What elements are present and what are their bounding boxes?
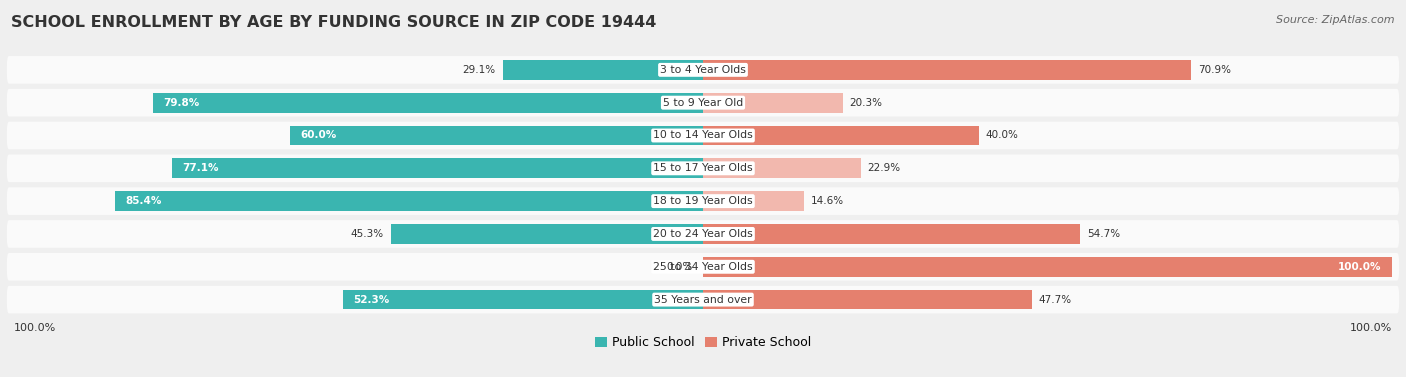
FancyBboxPatch shape: [7, 286, 1399, 313]
Text: 35 Years and over: 35 Years and over: [654, 294, 752, 305]
Bar: [391, 224, 703, 244]
Text: 85.4%: 85.4%: [125, 196, 162, 206]
Text: Source: ZipAtlas.com: Source: ZipAtlas.com: [1277, 15, 1395, 25]
Text: 5 to 9 Year Old: 5 to 9 Year Old: [662, 98, 744, 108]
Text: 22.9%: 22.9%: [868, 163, 901, 173]
Text: 77.1%: 77.1%: [183, 163, 219, 173]
Text: 54.7%: 54.7%: [1087, 229, 1119, 239]
FancyBboxPatch shape: [7, 122, 1399, 149]
Bar: [502, 60, 703, 80]
Text: 20 to 24 Year Olds: 20 to 24 Year Olds: [654, 229, 752, 239]
Text: 29.1%: 29.1%: [463, 65, 496, 75]
Text: 3 to 4 Year Olds: 3 to 4 Year Olds: [659, 65, 747, 75]
Text: 100.0%: 100.0%: [1339, 262, 1382, 272]
Bar: [703, 60, 1191, 80]
FancyBboxPatch shape: [7, 56, 1399, 84]
Text: 20.3%: 20.3%: [849, 98, 883, 108]
Text: 45.3%: 45.3%: [352, 229, 384, 239]
Text: 40.0%: 40.0%: [986, 130, 1018, 141]
Text: 70.9%: 70.9%: [1198, 65, 1232, 75]
Bar: [115, 191, 703, 211]
Text: 100.0%: 100.0%: [1350, 323, 1392, 333]
Text: 0.0%: 0.0%: [666, 262, 693, 272]
Bar: [703, 93, 842, 112]
Bar: [172, 158, 703, 178]
Text: SCHOOL ENROLLMENT BY AGE BY FUNDING SOURCE IN ZIP CODE 19444: SCHOOL ENROLLMENT BY AGE BY FUNDING SOUR…: [11, 15, 657, 30]
Bar: [703, 290, 1032, 310]
Text: 10 to 14 Year Olds: 10 to 14 Year Olds: [654, 130, 752, 141]
Legend: Public School, Private School: Public School, Private School: [589, 331, 817, 354]
FancyBboxPatch shape: [7, 220, 1399, 248]
Text: 25 to 34 Year Olds: 25 to 34 Year Olds: [654, 262, 752, 272]
Bar: [703, 224, 1080, 244]
Bar: [290, 126, 703, 146]
Text: 52.3%: 52.3%: [353, 294, 389, 305]
FancyBboxPatch shape: [7, 253, 1399, 280]
Bar: [703, 191, 804, 211]
Bar: [153, 93, 703, 112]
Bar: [703, 126, 979, 146]
Text: 79.8%: 79.8%: [163, 98, 200, 108]
FancyBboxPatch shape: [7, 89, 1399, 116]
Bar: [703, 158, 860, 178]
Text: 18 to 19 Year Olds: 18 to 19 Year Olds: [654, 196, 752, 206]
Text: 14.6%: 14.6%: [810, 196, 844, 206]
Text: 60.0%: 60.0%: [299, 130, 336, 141]
Bar: [703, 257, 1392, 277]
Bar: [343, 290, 703, 310]
FancyBboxPatch shape: [7, 155, 1399, 182]
Text: 100.0%: 100.0%: [14, 323, 56, 333]
Text: 47.7%: 47.7%: [1039, 294, 1071, 305]
FancyBboxPatch shape: [7, 187, 1399, 215]
Text: 15 to 17 Year Olds: 15 to 17 Year Olds: [654, 163, 752, 173]
